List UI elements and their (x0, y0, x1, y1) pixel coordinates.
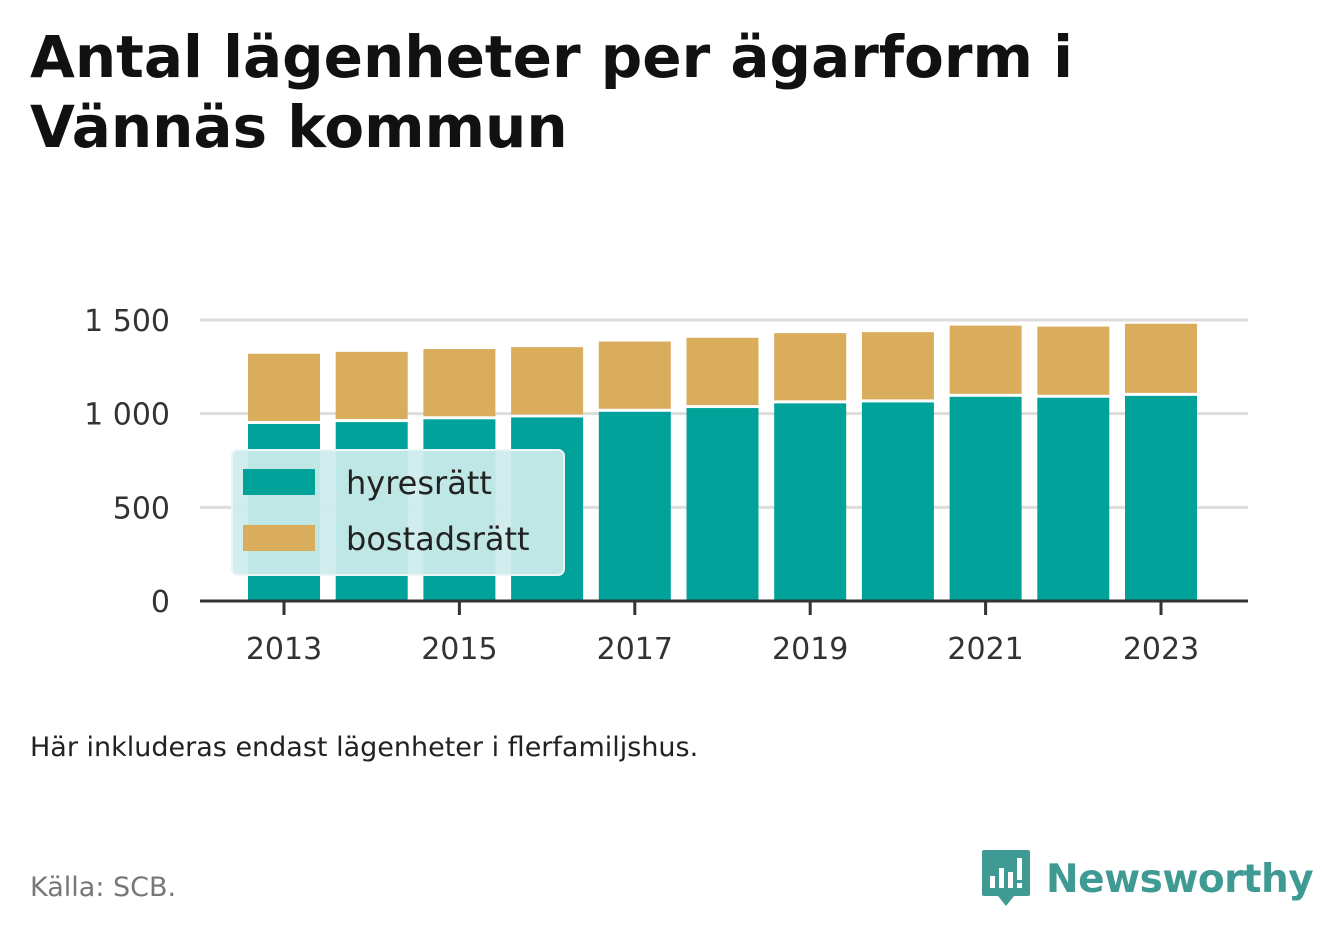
bar-bostadsratt-2019 (774, 333, 847, 401)
bar-hyresratt-2017 (598, 411, 671, 601)
bar-hyresratt-2021 (949, 396, 1022, 601)
source-label: Källa: SCB. (30, 872, 177, 903)
chart-title: Antal lägenheter per ägarform i Vännäs k… (30, 23, 1074, 161)
legend-swatch (243, 469, 315, 495)
x-tick-label: 2015 (421, 632, 497, 667)
bar-bostadsratt-2016 (511, 347, 584, 415)
bar-bostadsratt-2020 (861, 332, 934, 400)
bar-bostadsratt-2022 (1037, 326, 1110, 395)
x-tick-label: 2023 (1123, 632, 1199, 667)
y-tick-label: 0 (151, 585, 170, 620)
x-tick-label: 2019 (772, 632, 848, 667)
brand-name: Newsworthy (1046, 856, 1314, 902)
brand-logo: Newsworthy (980, 848, 1314, 910)
bar-bostadsratt-2017 (598, 341, 671, 409)
bar-bostadsratt-2021 (949, 325, 1022, 394)
x-tick-label: 2021 (947, 632, 1023, 667)
bar-hyresratt-2022 (1037, 397, 1110, 601)
bar-bostadsratt-2023 (1125, 323, 1197, 393)
y-tick-label: 1 500 (84, 304, 170, 339)
legend-swatch (243, 525, 315, 551)
legend: hyresrätt bostadsrätt (231, 449, 565, 576)
y-tick-label: 1 000 (84, 398, 170, 433)
legend-label: hyresrätt (346, 464, 492, 502)
bar-bostadsratt-2014 (335, 351, 408, 420)
chart-note: Här inkluderas endast lägenheter i flerf… (30, 732, 699, 763)
y-tick-label: 500 (113, 491, 170, 526)
newsworthy-logo-icon (982, 850, 1030, 906)
bar-hyresratt-2023 (1125, 395, 1197, 601)
bar-hyresratt-2019 (774, 403, 847, 601)
bar-hyresratt-2018 (686, 408, 759, 601)
bar-bostadsratt-2018 (686, 337, 759, 406)
legend-label: bostadsrätt (346, 520, 530, 558)
x-tick-label: 2013 (246, 632, 322, 667)
bar-bostadsratt-2013 (248, 353, 320, 421)
x-tick-label: 2017 (597, 632, 673, 667)
bar-bostadsratt-2015 (423, 349, 496, 417)
bar-hyresratt-2020 (861, 402, 934, 601)
